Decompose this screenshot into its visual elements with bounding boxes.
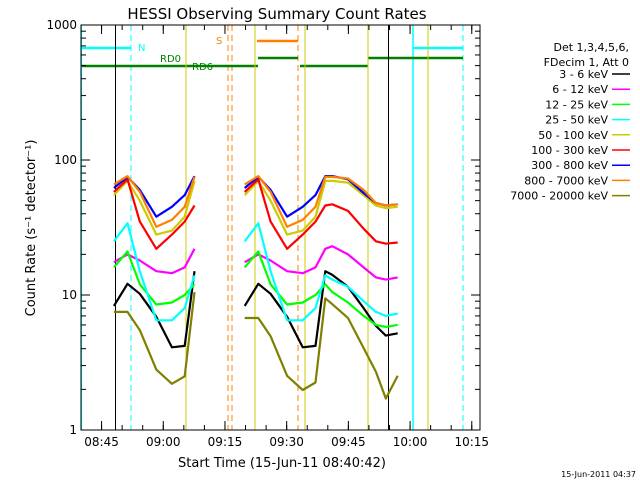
attenuator-label: N <box>138 43 145 54</box>
x-tick-label: 08:45 <box>84 435 119 449</box>
x-tick-label: 09:00 <box>146 435 181 449</box>
y-tick-label: 1000 <box>46 18 77 32</box>
series-line <box>243 222 398 322</box>
x-tick-label: 10:00 <box>393 435 428 449</box>
series-line <box>113 250 196 306</box>
legend-header-detectors: Det 1,3,4,5,6, <box>553 41 629 54</box>
series-100-300-kevline-group <box>113 178 398 250</box>
series-line <box>112 271 196 349</box>
chart-title: HESSI Observing Summary Count Rates <box>127 5 426 23</box>
series-25-50-kevline-group <box>113 222 398 322</box>
legend-label: 100 - 300 keV <box>531 144 608 157</box>
series-line <box>113 178 196 250</box>
series-line <box>244 297 399 400</box>
legend-items: 3 - 6 keV 6 - 12 keV 12 - 25 keV 25 - 50 ke… <box>510 68 630 203</box>
series-line <box>243 179 398 236</box>
y-axis-label: Count Rate (s⁻¹ detector⁻¹) <box>24 140 39 317</box>
x-tick-label: 09:45 <box>331 435 366 449</box>
series-layer <box>112 175 399 400</box>
y-tick-label: 100 <box>54 153 77 167</box>
legend-label: 6 - 12 keV <box>552 83 608 96</box>
x-axis: 08:45 09:00 09:15 09:30 09:45 10:00 10:15 <box>80 25 489 449</box>
y-tick-label: 10 <box>62 288 77 302</box>
observing-flag-overlays: N S RD0 RD6 <box>80 25 464 430</box>
legend-header-decimation: FDecim 1, Att 0 <box>544 56 629 69</box>
legend-label: 7000 - 20000 keV <box>510 190 608 203</box>
legend-label: 3 - 6 keV <box>559 68 608 81</box>
x-tick-label: 09:15 <box>208 435 243 449</box>
legend-label: 50 - 100 keV <box>538 129 608 142</box>
legend: Det 1,3,4,5,6, FDecim 1, Att 0 3 - 6 keV… <box>510 41 630 203</box>
timestamp: 15-Jun-2011 04:37 <box>561 470 636 479</box>
legend-label: 25 - 50 keV <box>545 114 608 127</box>
decimation-label-rd6: RD6 <box>192 62 213 73</box>
decimation-label-rd0: RD0 <box>160 54 181 65</box>
legend-label: 300 - 800 keV <box>531 159 608 172</box>
x-tick-label: 10:15 <box>454 435 489 449</box>
series-line <box>243 178 398 250</box>
series-line <box>113 175 196 228</box>
y-tick-label: 1 <box>69 423 77 437</box>
series-line <box>113 291 196 385</box>
x-tick-label: 09:30 <box>269 435 304 449</box>
saa-label: S <box>216 36 222 47</box>
series-6-12-kevline-group <box>113 245 398 281</box>
y-axis: 1 10 100 1000 <box>46 18 480 437</box>
legend-label: 800 - 7000 keV <box>524 174 608 187</box>
legend-label: 12 - 25 keV <box>545 98 608 111</box>
series-line <box>244 245 398 281</box>
x-axis-label: Start Time (15-Jun-11 08:40:42) <box>178 456 386 471</box>
plot-frame <box>80 24 481 431</box>
series-800-7000-kevline-group <box>113 175 398 228</box>
series-line <box>244 175 398 228</box>
series-7000-20000-kevline-group <box>113 291 399 400</box>
series-line <box>113 222 196 322</box>
series-12-25-kevline-group <box>113 250 398 328</box>
series-line <box>243 250 398 328</box>
